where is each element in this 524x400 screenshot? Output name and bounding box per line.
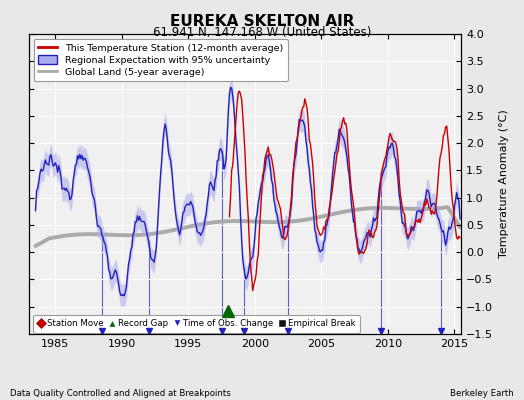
Text: 61.941 N, 147.168 W (United States): 61.941 N, 147.168 W (United States)	[153, 26, 371, 39]
Text: Berkeley Earth: Berkeley Earth	[450, 389, 514, 398]
Text: EUREKA SKELTON AIR: EUREKA SKELTON AIR	[170, 14, 354, 29]
Text: Data Quality Controlled and Aligned at Breakpoints: Data Quality Controlled and Aligned at B…	[10, 389, 231, 398]
Y-axis label: Temperature Anomaly (°C): Temperature Anomaly (°C)	[498, 110, 508, 258]
Legend: Station Move, Record Gap, Time of Obs. Change, Empirical Break: Station Move, Record Gap, Time of Obs. C…	[33, 315, 360, 333]
